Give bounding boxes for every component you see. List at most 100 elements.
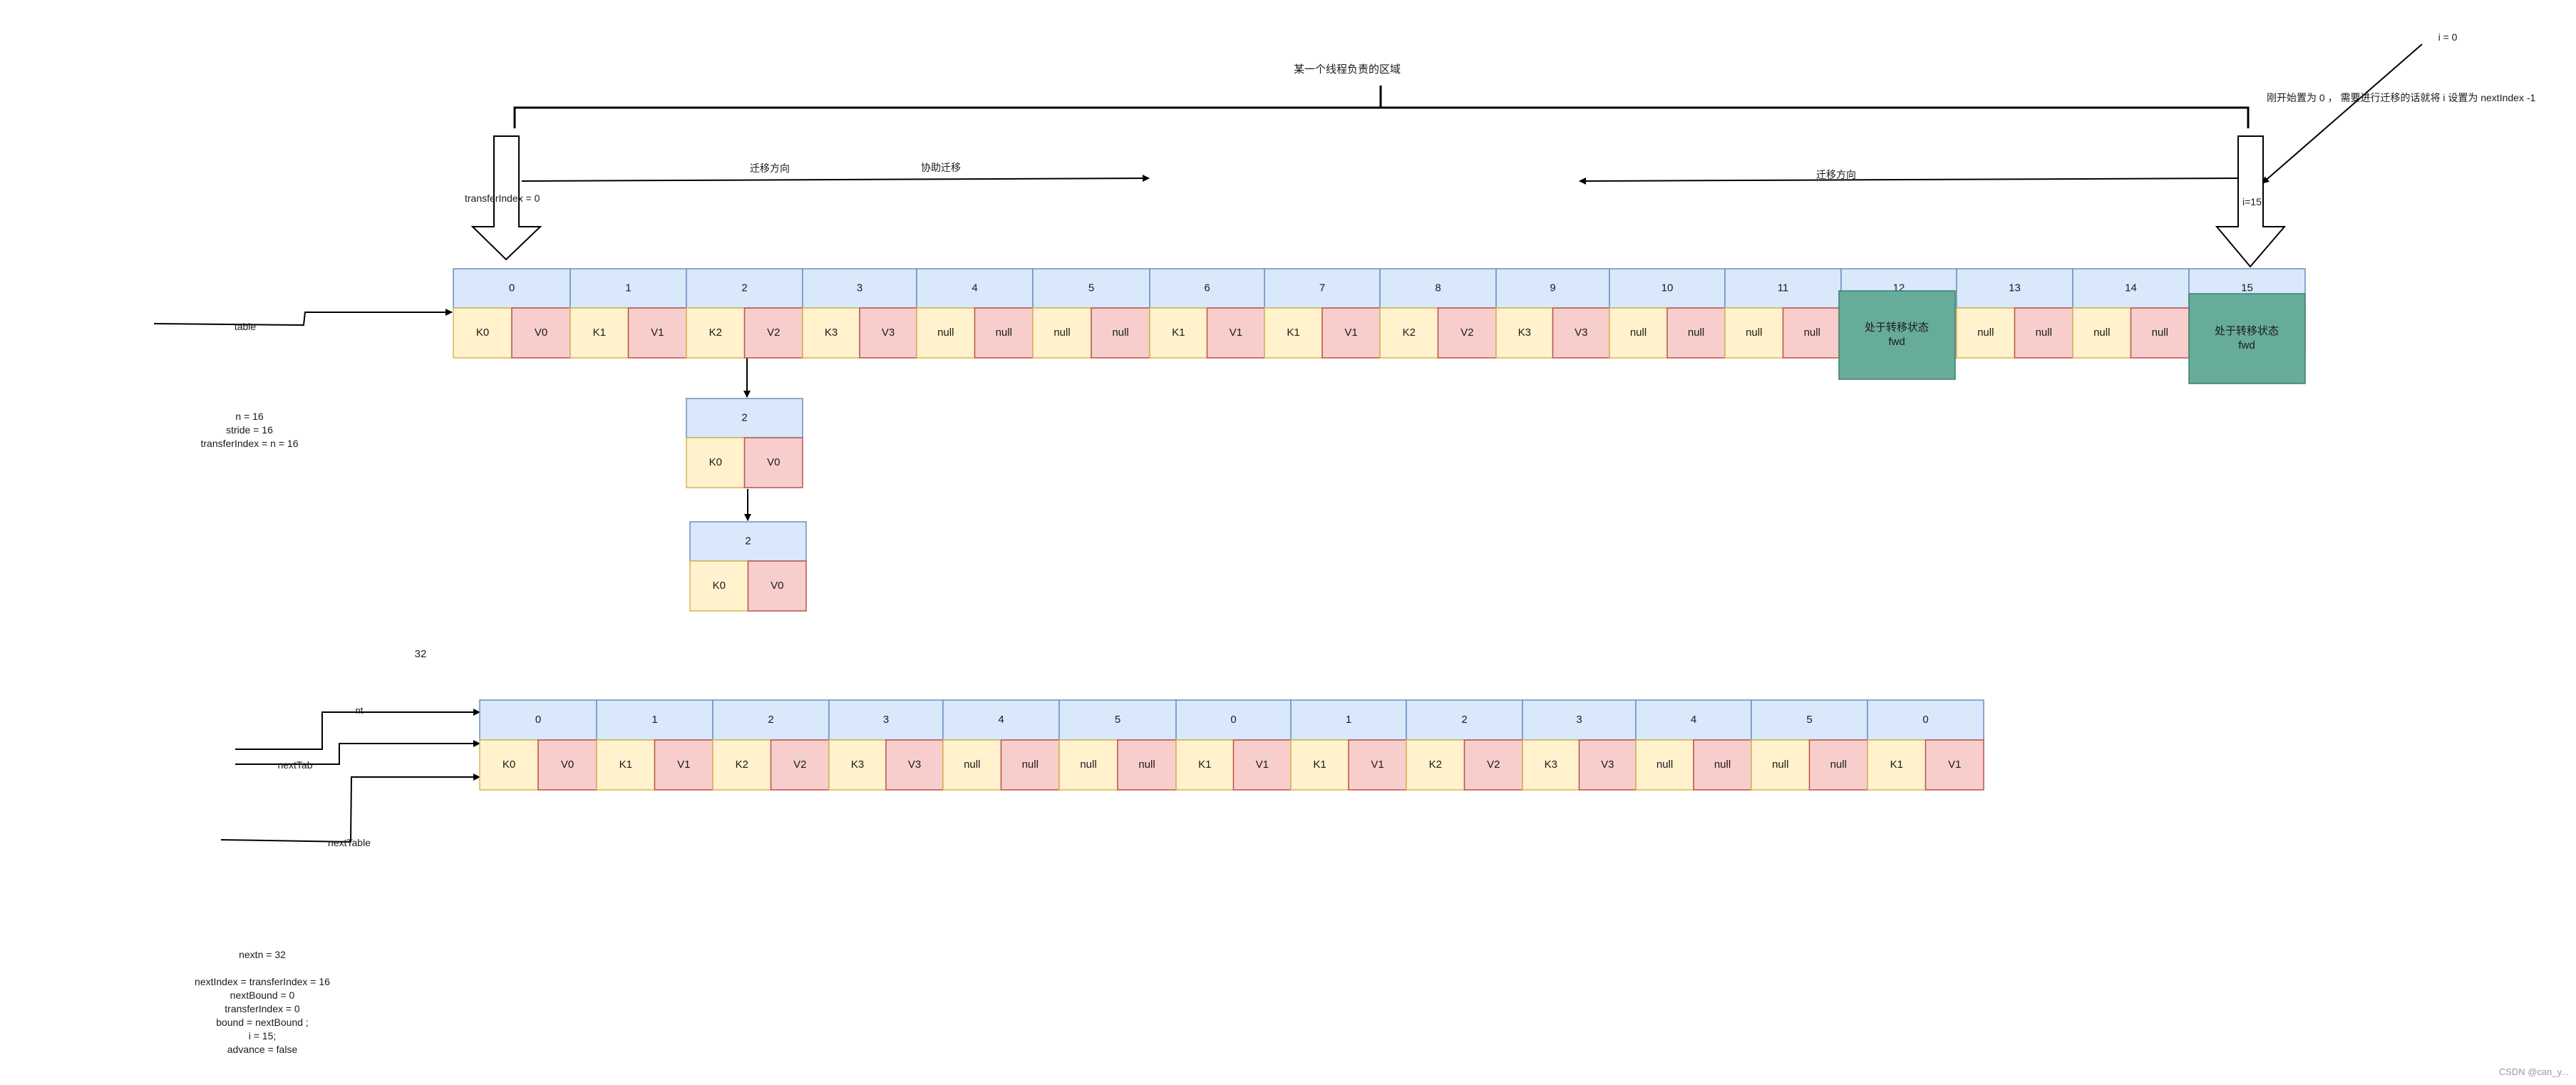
cell-value-text: null — [1804, 326, 1820, 339]
table-cell: 9 K3 V3 — [1495, 268, 1610, 359]
migrate-direction-right-label: 迁移方向 — [1816, 169, 1856, 180]
cell-value-text: V3 — [1575, 326, 1587, 339]
nexttab-label: nextTab — [277, 759, 312, 771]
cell-index: 1 — [1346, 714, 1351, 726]
cell-value-text: V0 — [561, 759, 574, 771]
cell-key-text: null — [1772, 759, 1788, 771]
cell-key — [916, 307, 976, 359]
cell-value-text: V1 — [677, 759, 690, 771]
table-cell: 3 K3 V3 — [828, 699, 944, 791]
table-cell: 2 K2 V2 — [1406, 699, 1523, 791]
cell-value — [1091, 307, 1150, 359]
bottom-line: transferIndex = 0 — [225, 1003, 300, 1014]
cell-key — [1495, 307, 1554, 359]
cell-index: 4 — [998, 714, 1004, 726]
state-line: transferIndex = n = 16 — [201, 438, 299, 449]
bottom-line: nextn = 32 — [239, 949, 286, 960]
cell-key — [689, 560, 749, 612]
table-array: 0 K0 V0 1 K1 V1 2 K2 V2 3 K3 V3 4 null null 5 null null 6 K… — [453, 268, 2306, 384]
cell-index: 7 — [1319, 282, 1325, 294]
cell-key-text: K3 — [851, 759, 864, 771]
cell-value — [747, 560, 807, 612]
cell-header — [1867, 699, 1984, 741]
cell-value-text: null — [1714, 759, 1731, 771]
cell-value — [1463, 739, 1523, 791]
table-cell: 1 K1 V1 — [1290, 699, 1407, 791]
table-cell: 8 K2 V2 — [1379, 268, 1497, 359]
cell-key-text: K2 — [1403, 326, 1416, 339]
cell-index: 0 — [509, 282, 515, 294]
bottom-state-text: nextn = 32 nextIndex = transferIndex = 1… — [195, 949, 330, 1055]
cell-key — [1175, 739, 1235, 791]
cell-key-text: K1 — [1313, 759, 1326, 771]
cell-key — [686, 307, 746, 359]
cell-index: 13 — [2009, 282, 2021, 294]
table-cell: 3 K3 V3 — [1522, 699, 1637, 791]
nt-label: nt — [356, 705, 364, 716]
cell-index: 0 — [535, 714, 541, 726]
table-cell: 3 K3 V3 — [802, 268, 917, 359]
cell-key — [1058, 739, 1118, 791]
cell-value-text: V2 — [1460, 326, 1473, 339]
cell-key — [1867, 739, 1927, 791]
cell-key-text: K1 — [593, 326, 606, 339]
cell-key — [1379, 307, 1439, 359]
bottom-line: advance = false — [227, 1044, 298, 1055]
cell-header — [942, 699, 1060, 741]
cell-key-text: K0 — [503, 759, 515, 771]
cell-header — [1149, 268, 1265, 309]
cell-key-text: null — [1080, 759, 1096, 771]
cell-value — [1552, 307, 1610, 359]
cell-key-text: K1 — [1287, 326, 1299, 339]
cell-value-text: null — [1138, 759, 1155, 771]
table-cell: 11 null null — [1724, 268, 1842, 359]
table-cell: 4 null null — [916, 268, 1034, 359]
cell-key-text: null — [937, 326, 954, 339]
cell-key-text: null — [1657, 759, 1673, 771]
cell-value-text: V0 — [771, 580, 783, 592]
cell-value — [627, 307, 687, 359]
cell-header — [1635, 699, 1752, 741]
cell-index: 15 — [2241, 282, 2253, 294]
cell-header — [689, 521, 807, 562]
cell-header — [712, 699, 830, 741]
cell-key-text: K3 — [1545, 759, 1557, 771]
cell-key — [1724, 307, 1784, 359]
cell-header — [686, 398, 803, 438]
cell-key — [596, 739, 656, 791]
cell-index: 9 — [1550, 282, 1555, 294]
table-cell: 14 null null — [2072, 268, 2190, 359]
cell-key — [1032, 307, 1092, 359]
cell-key-text: K3 — [825, 326, 838, 339]
cell-index: 2 — [741, 411, 747, 423]
cell-index: 0 — [1922, 714, 1928, 726]
cell-key-text: K0 — [476, 326, 489, 339]
cell-key-text: K1 — [619, 759, 632, 771]
cell-value-text: V2 — [767, 326, 780, 339]
table-pointer-arrow — [153, 309, 453, 326]
migrate-direction-left-label: 迁移方向 — [750, 163, 790, 174]
transfer-index-down-arrow — [470, 135, 542, 261]
cell-value — [859, 307, 917, 359]
table-label: table — [235, 321, 257, 332]
cell-header — [1032, 268, 1150, 309]
nt-pointer-arrow — [235, 709, 480, 750]
cell-index: 2 — [745, 535, 751, 547]
cell-index: 5 — [1088, 282, 1094, 294]
region-bracket — [513, 86, 2250, 128]
cell-key-text: null — [1053, 326, 1070, 339]
i-fifteen-down-arrow — [2215, 135, 2287, 268]
cell-key — [1522, 739, 1580, 791]
cell-value-text: V1 — [1256, 759, 1269, 771]
cell-value-text: V1 — [1371, 759, 1384, 771]
cell-header — [1379, 268, 1497, 309]
cell-value — [1808, 739, 1868, 791]
nexttable-label: nextTable — [328, 837, 371, 848]
table-cell: 4 null null — [942, 699, 1060, 791]
cell-key-text: null — [1630, 326, 1647, 339]
cell-index: 10 — [1661, 282, 1674, 294]
cell-key-text: K2 — [736, 759, 748, 771]
init-note: 刚开始置为 0 ， 需要进行迁移的话就将 i 设置为 nextIndex -1 — [2267, 92, 2535, 103]
table-cell: 1 K1 V1 — [596, 699, 713, 791]
